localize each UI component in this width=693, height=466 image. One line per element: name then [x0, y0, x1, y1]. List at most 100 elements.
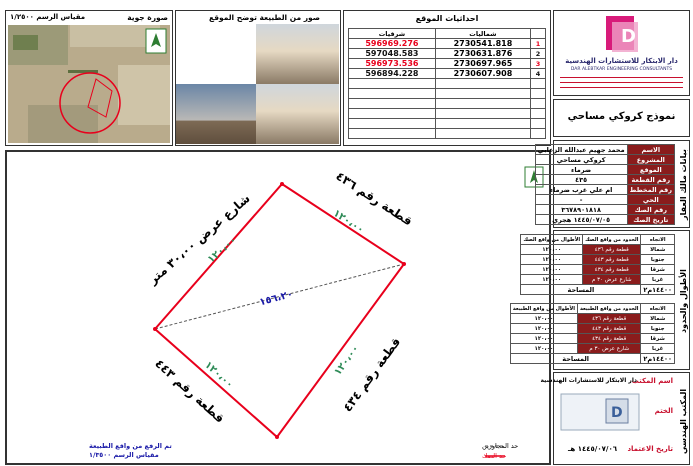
owner-value: ضرماء [535, 165, 627, 175]
side-se: ١٢٠،٠٠ [332, 343, 361, 377]
boundary-cell: ١٢٠،٠٠ [521, 245, 583, 255]
legend-deed: حد الصك [482, 452, 506, 460]
boundary-cell: ١٢٠،٠٠ [510, 334, 577, 344]
empty-cell [531, 89, 546, 99]
boundary-cell: قطعة رقم ٤٤٣ [577, 324, 640, 334]
empty-cell [349, 99, 436, 109]
owner-value: ٣٦٧٨٩٠١٨١٨ [535, 205, 627, 215]
street-label: شارع عرض ٣٠،٠٠ متر [145, 191, 253, 287]
owner-key: تاريخ الصك [627, 215, 674, 225]
aerial-title: صورة جوية [127, 13, 168, 22]
empty-cell [531, 79, 546, 89]
boundary-cell: قطعة رقم ٤٤٣ [583, 255, 641, 265]
header-cell: الأطوال من واقع الطبيعة [510, 304, 577, 314]
area-label: المساحة [521, 285, 641, 295]
boundary-cell: شمالا [641, 314, 675, 324]
office-date: ١٤٤٥/٠٧/٠٦ هـ [568, 445, 617, 453]
empty-cell [349, 109, 436, 119]
point-no: 1 [531, 39, 546, 49]
company-name-en: DAR ALEBTKAR ENGINEERING CONSULTANTS [554, 67, 689, 72]
form-title: نموذج كروكي مساحي [554, 111, 689, 122]
legend-neighbors: حد المجاورين [482, 442, 518, 450]
office-date-label: تاريخ الاعتماد [627, 445, 673, 453]
field-note: تم الرفع من واقع الطبيعة [89, 442, 172, 450]
point-no: 3 [531, 59, 546, 69]
office-title: المكتب الهندسي [679, 381, 688, 461]
side-nw: ١٢٠،٠٠ [206, 235, 239, 266]
office-name-label: اسم المكتب [632, 377, 673, 385]
header-cell: شرقيات [349, 29, 436, 39]
photos-panel: صور من الطبيعة توضح الموقع [175, 10, 341, 146]
owner-value: - [535, 195, 627, 205]
owner-value: ٤٣٥ [535, 175, 627, 185]
header-cell: الاتجاه [641, 235, 675, 245]
boundary-cell: قطعة رقم ٤٣٦ [577, 314, 640, 324]
drawing-panel: شارع عرض ٣٠،٠٠ متر ١٢٠،٠٠ قطعة رقم ٤٣٦ ١… [5, 150, 551, 465]
area-label: المساحة [510, 354, 641, 364]
boundary-cell: شرقا [641, 265, 675, 275]
diagonal-label: ١٥٦،٢٠ [258, 289, 294, 309]
boundary-cell: قطعة رقم ٤٣٤ [583, 265, 641, 275]
header-cell: الحدود من واقع الصك [583, 235, 641, 245]
empty-cell [531, 109, 546, 119]
company-name: دار الابتكار للاستشارات الهندسية [554, 57, 689, 65]
empty-cell [435, 79, 530, 89]
empty-cell [435, 119, 530, 129]
area-value: ١٤٤٠٠م٢ [641, 354, 675, 364]
empty-cell [435, 89, 530, 99]
boundary-cell: جنوبا [641, 255, 675, 265]
aerial-scale: مقياس الرسم ١/٢٥٠٠ [10, 13, 85, 21]
northing: 2730541.818 [435, 39, 530, 49]
form-title-box: نموذج كروكي مساحي [553, 99, 690, 137]
boundary-cell: شرقا [641, 334, 675, 344]
owner-key: الاسم [627, 145, 674, 155]
owner-value: ١٤٤٥/٠٧/٠٥ هجري [535, 215, 627, 225]
header-cell: الاتجاه [641, 304, 675, 314]
empty-cell [349, 129, 436, 139]
easting: 596973.536 [349, 59, 436, 69]
boundary-cell: غربا [641, 275, 675, 285]
office-panel: المكتب الهندسي اسم المكتب دار الابتكار ل… [553, 372, 690, 465]
boundary-cell: ١٢٠،٠٠ [510, 314, 577, 324]
northing: 2730697.965 [435, 59, 530, 69]
header-cell: شماليات [435, 29, 530, 39]
owner-row: الحي- [535, 195, 674, 205]
boundary-cell: ١٢٠،٠٠ [521, 255, 583, 265]
header-cell: الحدود من واقع الطبيعة [577, 304, 640, 314]
boundary-cell: غربا [641, 344, 675, 354]
owner-key: رقم المخطط [627, 185, 674, 195]
empty-row [349, 79, 546, 89]
office-name: دار الابتكار للاستشارات الهندسية [540, 377, 637, 384]
empty-row [349, 129, 546, 139]
empty-cell [349, 119, 436, 129]
boundary-cell: ١٢٠،٠٠ [510, 344, 577, 354]
empty-cell [435, 129, 530, 139]
company-panel: D دار الابتكار للاستشارات الهندسية DAR A… [553, 10, 690, 96]
point-no: 4 [531, 69, 546, 79]
empty-cell [435, 99, 530, 109]
owner-value: محمد جهيم عبدالله الزعابي [535, 145, 627, 155]
empty-row [349, 119, 546, 129]
svg-text:D: D [611, 405, 623, 421]
northing: 2730631.876 [435, 49, 530, 59]
owner-key: المشروع [627, 155, 674, 165]
